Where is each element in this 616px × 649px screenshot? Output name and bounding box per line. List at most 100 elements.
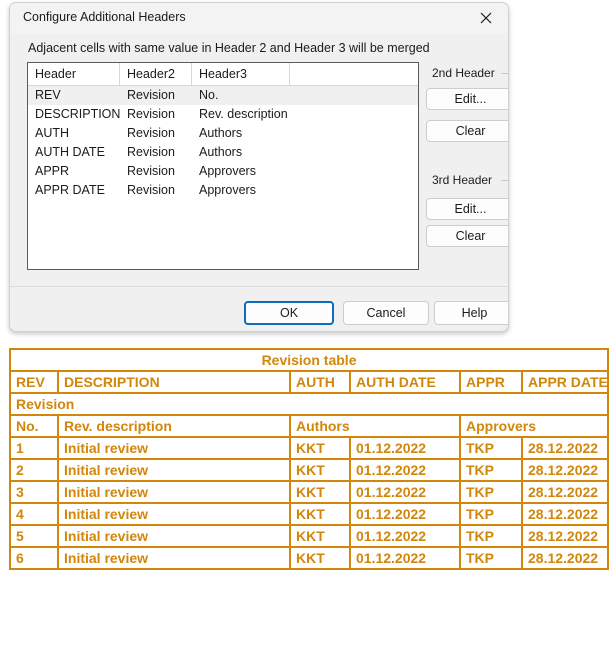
cell-appr: TKP bbox=[459, 480, 523, 504]
list-cell-header2: Revision bbox=[127, 145, 175, 159]
cell-appr-date: 28.12.2022 bbox=[520, 524, 610, 548]
cell-description: Initial review bbox=[57, 502, 291, 526]
cell-auth-date: 01.12.2022 bbox=[349, 524, 461, 548]
list-cell-header: APPR DATE bbox=[35, 183, 105, 197]
list-cell-header3: Approvers bbox=[199, 183, 256, 197]
cell-rev: 1 bbox=[9, 436, 59, 460]
list-cell-header: DESCRIPTION bbox=[35, 107, 120, 121]
revision-table-title-row: Revision table bbox=[8, 348, 610, 372]
revision-table: Revision table REV DESCRIPTION AUTH AUTH DAT… bbox=[8, 348, 610, 570]
cell-appr: TKP bbox=[459, 436, 523, 460]
revision-table-row: 6 Initial review KKT 01.12.2022 TKP 28.12.202… bbox=[9, 546, 610, 570]
list-item[interactable]: REV Revision No. bbox=[28, 86, 418, 105]
merge-hint-label: Adjacent cells with same value in Header… bbox=[28, 41, 430, 55]
list-cell-header2: Revision bbox=[127, 107, 175, 121]
revision-table-row: 5 Initial review KKT 01.12.2022 TKP 28.12.202… bbox=[9, 524, 610, 548]
list-cell-header2: Revision bbox=[127, 126, 175, 140]
cell-description: Initial review bbox=[57, 546, 291, 570]
second-header-group-line bbox=[501, 73, 508, 74]
cell-appr-date: 28.12.2022 bbox=[520, 458, 610, 482]
list-cell-header2: Revision bbox=[127, 164, 175, 178]
cell-auth: KKT bbox=[289, 502, 351, 526]
cell-auth-date: 01.12.2022 bbox=[349, 546, 461, 570]
configure-additional-headers-dialog: Configure Additional Headers Adjacent ce… bbox=[9, 2, 509, 332]
cell-auth: KKT bbox=[289, 436, 351, 460]
cell-description: Initial review bbox=[57, 524, 291, 548]
third-header-group-label: 3rd Header bbox=[432, 173, 493, 187]
list-cell-header: AUTH DATE bbox=[35, 145, 105, 159]
second-header-edit-button[interactable]: Edit... bbox=[426, 88, 508, 110]
ok-button[interactable]: OK bbox=[244, 301, 334, 325]
third-header-group-line bbox=[501, 180, 508, 181]
list-cell-spacer bbox=[290, 124, 418, 143]
dialog-title: Configure Additional Headers bbox=[23, 10, 186, 24]
cell-description: Initial review bbox=[57, 436, 291, 460]
list-cell-header: APPR bbox=[35, 164, 70, 178]
cell-rev: 2 bbox=[9, 458, 59, 482]
headers-list-header: Header Header2 Header3 bbox=[28, 63, 418, 86]
revision-table-title: Revision table bbox=[8, 348, 610, 372]
cell-rev: 4 bbox=[9, 502, 59, 526]
list-column-header-4[interactable] bbox=[290, 63, 418, 85]
list-cell-header3: Authors bbox=[199, 126, 243, 140]
list-item[interactable]: APPR DATE Revision Approvers bbox=[28, 181, 418, 200]
cell-rev: 3 bbox=[9, 480, 59, 504]
cell-appr-date: 28.12.2022 bbox=[520, 436, 610, 460]
list-item[interactable]: APPR Revision Approvers bbox=[28, 162, 418, 181]
cell-auth-date: 01.12.2022 bbox=[349, 480, 461, 504]
revision-header-3-approvers: Approvers bbox=[458, 414, 610, 438]
third-header-edit-button[interactable]: Edit... bbox=[426, 198, 508, 220]
close-icon[interactable] bbox=[463, 3, 508, 33]
list-cell-spacer bbox=[290, 162, 418, 181]
list-cell-header2: Revision bbox=[127, 183, 175, 197]
help-button[interactable]: Help bbox=[434, 301, 508, 325]
list-column-header-3[interactable]: Header3 bbox=[192, 63, 290, 85]
headers-list-body: REV Revision No. DESCRIPTION Revision Rev. de… bbox=[28, 86, 418, 200]
list-cell-header3: Authors bbox=[199, 145, 243, 159]
cell-auth: KKT bbox=[289, 458, 351, 482]
cell-auth-date: 01.12.2022 bbox=[349, 502, 461, 526]
cell-auth-date: 01.12.2022 bbox=[349, 458, 461, 482]
list-cell-header2: Revision bbox=[127, 88, 175, 102]
list-cell-spacer bbox=[290, 86, 418, 105]
revision-header-1-5: APPR DATE bbox=[520, 370, 610, 394]
cell-description: Initial review bbox=[57, 480, 291, 504]
list-column-header-1[interactable]: Header bbox=[28, 63, 120, 85]
cell-appr: TKP bbox=[459, 458, 523, 482]
list-cell-spacer bbox=[290, 105, 418, 124]
cell-appr: TKP bbox=[459, 546, 523, 570]
second-header-group-label: 2nd Header bbox=[432, 66, 495, 80]
list-column-header-2[interactable]: Header2 bbox=[120, 63, 192, 85]
headers-list[interactable]: Header Header2 Header3 REV Revision No. DES… bbox=[27, 62, 419, 270]
revision-header-1-0: REV bbox=[9, 370, 59, 394]
revision-header-1-3: AUTH DATE bbox=[349, 370, 461, 394]
revision-header-3-no: No. bbox=[9, 414, 59, 438]
revision-header-3-authors: Authors bbox=[289, 414, 461, 438]
cell-auth: KKT bbox=[289, 524, 351, 548]
revision-table-header-row-3: No. Rev. description Authors Approvers bbox=[9, 414, 610, 438]
second-header-clear-button[interactable]: Clear bbox=[426, 120, 508, 142]
cell-appr-date: 28.12.2022 bbox=[520, 502, 610, 526]
list-item[interactable]: DESCRIPTION Revision Rev. description bbox=[28, 105, 418, 124]
cell-appr: TKP bbox=[459, 502, 523, 526]
cell-description: Initial review bbox=[57, 458, 291, 482]
revision-header-1-1: DESCRIPTION bbox=[57, 370, 291, 394]
cell-appr-date: 28.12.2022 bbox=[520, 546, 610, 570]
list-item[interactable]: AUTH Revision Authors bbox=[28, 124, 418, 143]
revision-table-header-row-2: Revision bbox=[8, 392, 610, 416]
list-item[interactable]: AUTH DATE Revision Authors bbox=[28, 143, 418, 162]
list-cell-header: AUTH bbox=[35, 126, 70, 140]
third-header-clear-button[interactable]: Clear bbox=[426, 225, 508, 247]
dialog-titlebar: Configure Additional Headers bbox=[10, 3, 508, 34]
revision-header-2-merged: Revision bbox=[8, 392, 610, 416]
list-cell-header3: Approvers bbox=[199, 164, 256, 178]
cell-appr: TKP bbox=[459, 524, 523, 548]
list-cell-spacer bbox=[290, 143, 418, 162]
revision-table-row: 4 Initial review KKT 01.12.2022 TKP 28.12.202… bbox=[9, 502, 610, 526]
list-cell-header3: Rev. description bbox=[199, 107, 288, 121]
revision-header-3-description: Rev. description bbox=[57, 414, 291, 438]
revision-table-row: 2 Initial review KKT 01.12.2022 TKP 28.12.202… bbox=[9, 458, 610, 482]
revision-table-header-row-1: REV DESCRIPTION AUTH AUTH DATE APPR APPR DATE bbox=[9, 370, 610, 394]
revision-header-1-4: APPR bbox=[459, 370, 523, 394]
cancel-button[interactable]: Cancel bbox=[343, 301, 429, 325]
